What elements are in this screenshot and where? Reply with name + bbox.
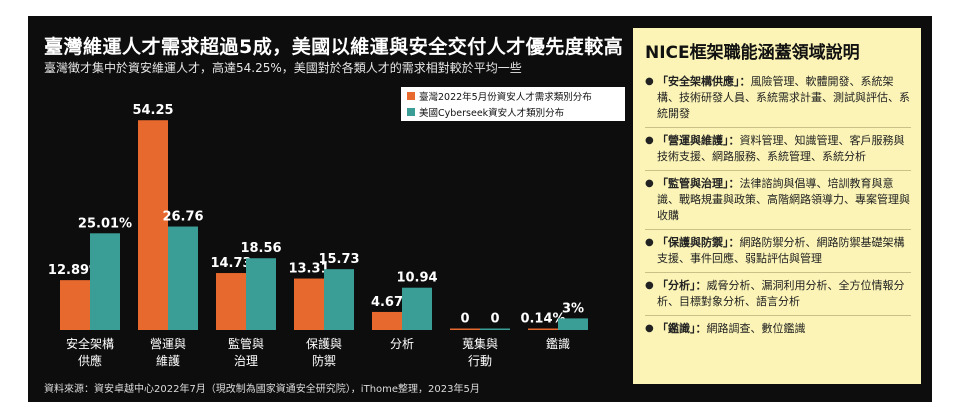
info-term: 「安全架構供應」： <box>657 75 751 88</box>
category-label: 安全架構供應 <box>66 336 114 368</box>
data-label-usa: 10.94 <box>396 271 437 286</box>
info-term: 「分析」： <box>657 279 707 292</box>
nice-framework-panel: NICE框架職能涵蓋領域說明 ● 「安全架構供應」：風險管理、軟體開發、系統架構… <box>633 28 921 384</box>
info-term: 「監管與治理」： <box>657 177 740 190</box>
info-term: 「營運與維護」： <box>657 134 740 147</box>
data-label-usa: 18.56 <box>240 241 281 256</box>
bar-usa <box>402 287 432 330</box>
info-item-operate-maintain: ● 「營運與維護」：資料管理、知識管理、客戶服務與技術支援、網路服務、系統管理、… <box>645 128 911 171</box>
bar-taiwan <box>450 328 480 330</box>
bar-usa <box>480 328 510 330</box>
chart-legend: 臺灣2022年5月份資安人才需求類別分布 美國Cyberseek資安人才類別分布 <box>401 87 625 121</box>
legend-item-usa: 美國Cyberseek資安人才類別分布 <box>407 104 564 120</box>
data-label-usa: 26.76 <box>162 210 203 225</box>
info-item-analyze: ● 「分析」：威脅分析、漏洞利用分析、全方位情報分析、目標對象分析、語言分析 <box>645 273 911 316</box>
bar-usa <box>558 318 588 330</box>
info-term: 「鑑識」： <box>657 322 707 335</box>
bar-taiwan <box>528 328 558 330</box>
data-label-taiwan: 14.73 <box>210 256 251 271</box>
data-label-taiwan: 0 <box>460 312 469 327</box>
category-label: 分析 <box>390 337 414 351</box>
info-desc: 法律諮詢與倡導、培訓教育與意識、戰略規畫與政策、高階網路領導力、專案管理與收購 <box>657 177 910 222</box>
info-desc: 威脅分析、漏洞利用分析、全方位情報分析、目標對象分析、語言分析 <box>657 279 905 308</box>
bar-usa <box>246 258 276 330</box>
chart-subtitle: 臺灣徵才集中於資安維運人才，高達54.25%，美國對於各類人才的需求相對較於平均… <box>44 61 522 75</box>
info-item-protect-defend: ● 「保護與防禦」：網路防禦分析、網路防禦基礎架構支援、事件回應、弱點評估與管理 <box>645 230 911 273</box>
info-desc: 資料管理、知識管理、客戶服務與技術支援、網路服務、系統管理、系統分析 <box>657 134 905 163</box>
bullet-icon: ● <box>645 323 654 334</box>
info-term: 「保護與防禦」： <box>657 236 740 249</box>
bullet-icon: ● <box>645 76 654 87</box>
panel-title: NICE框架職能涵蓋領域說明 <box>645 43 860 63</box>
category-label: 蒐集與行動 <box>462 336 498 368</box>
info-desc: 網路調查、數位鑑識 <box>706 322 806 335</box>
source-note: 資料來源：資安卓越中心2022年7月（現改制為國家資通安全研究院），iThome… <box>44 384 480 395</box>
bullet-icon: ● <box>645 135 654 146</box>
data-label-taiwan: 54.25 <box>132 103 173 118</box>
bar-usa <box>168 226 198 330</box>
info-desc: 風險管理、軟體開發、系統架構、技術研發人員、系統需求計畫、測試與評估、系統開發 <box>657 75 910 120</box>
data-label-taiwan: 4.67 <box>371 295 403 310</box>
category-label: 監管與治理 <box>228 336 264 368</box>
category-label: 保護與防禦 <box>306 336 342 368</box>
legend-label-usa: 美國Cyberseek資安人才類別分布 <box>419 108 565 119</box>
legend-swatch-taiwan <box>407 92 415 100</box>
legend-label-taiwan: 臺灣2022年5月份資安人才需求類別分布 <box>419 92 592 103</box>
bar-taiwan <box>216 273 246 330</box>
data-label-taiwan: 0.14% <box>520 312 565 327</box>
info-item-oversee-govern: ● 「監管與治理」：法律諮詢與倡導、培訓教育與意識、戰略規畫與政策、高階網路領導… <box>645 171 911 230</box>
bullet-icon: ● <box>645 178 654 189</box>
bar-usa <box>324 269 354 330</box>
bullet-icon: ● <box>645 237 654 248</box>
legend-swatch-usa <box>407 108 415 116</box>
bullet-icon: ● <box>645 280 654 291</box>
category-label: 鑑識 <box>546 336 570 351</box>
category-label: 營運與維護 <box>150 337 186 368</box>
legend-item-taiwan: 臺灣2022年5月份資安人才需求類別分布 <box>407 88 592 104</box>
data-label-usa: 25.01% <box>78 216 132 231</box>
info-item-investigate: ● 「鑑識」：網路調查、數位鑑識 <box>645 316 911 342</box>
info-desc: 網路防禦分析、網路防禦基礎架構支援、事件回應、弱點評估與管理 <box>657 236 905 265</box>
data-label-usa: 3% <box>562 301 584 316</box>
bar-taiwan <box>60 280 90 330</box>
bar-chart: 12.89% 25.01% 安全架構供應 54.25 26.76 營運與維護 14.7318… <box>48 103 588 368</box>
bar-usa <box>90 233 120 330</box>
info-item-securely-provision: ● 「安全架構供應」：風險管理、軟體開發、系統架構、技術研發人員、系統需求計畫、… <box>645 69 911 128</box>
bar-taiwan <box>138 120 168 330</box>
bar-taiwan <box>372 311 402 330</box>
bar-taiwan <box>294 278 324 330</box>
data-label-taiwan: 12.89% <box>48 263 102 278</box>
data-label-taiwan: 13.31 <box>288 262 329 277</box>
data-label-usa: 0 <box>490 312 499 327</box>
chart-title: 臺灣維運人才需求超過5成，美國以維運與安全交付人才優先度較高 <box>44 36 624 58</box>
data-label-usa: 15.73 <box>318 252 359 267</box>
